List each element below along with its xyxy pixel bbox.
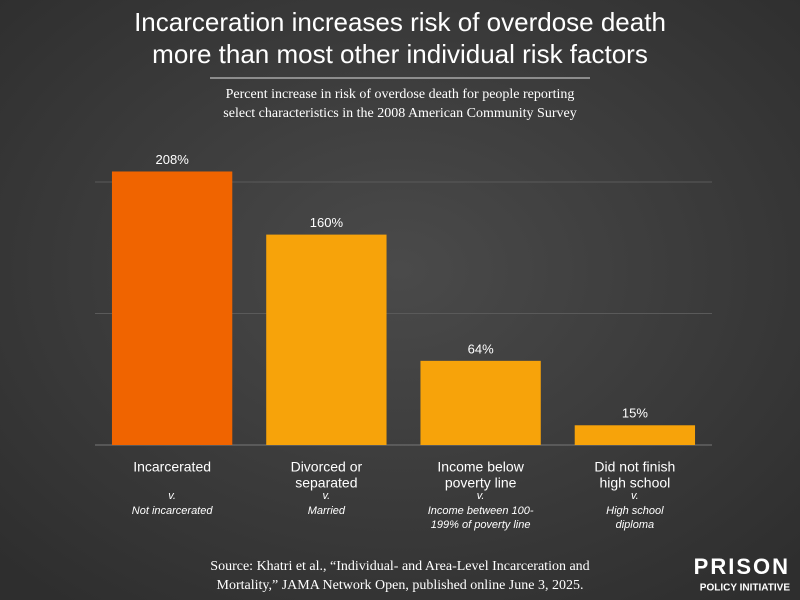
subtitle: select characteristics in the 2008 Ameri…	[223, 106, 576, 121]
x-tick-label: high school	[599, 475, 670, 491]
comparison-label: Income between 100-	[428, 505, 534, 517]
value-label: 64%	[468, 341, 494, 356]
bar	[574, 425, 696, 445]
bar	[111, 171, 233, 446]
value-label: 208%	[156, 152, 190, 167]
x-tick-label: Divorced or	[291, 459, 363, 475]
source: Source: Khatri et al., “Individual- and …	[210, 559, 589, 574]
source: Mortality,” JAMA Network Open, published…	[217, 578, 584, 593]
comparison-prefix: v.	[323, 490, 331, 502]
bar	[266, 234, 387, 445]
comparison-label: diploma	[616, 519, 655, 531]
comparison-prefix: v.	[477, 490, 485, 502]
comparison-label: Not incarcerated	[132, 505, 214, 517]
bar	[420, 360, 541, 445]
comparison-label: 199% of poverty line	[431, 519, 531, 531]
subtitle: Percent increase in risk of overdose dea…	[226, 87, 575, 102]
x-tick-label: Incarcerated	[133, 459, 211, 475]
comparison-label: Married	[308, 505, 346, 517]
comparison-label: High school	[606, 505, 664, 517]
chart-title: Incarceration increases risk of overdose…	[134, 7, 666, 37]
logo: PRISON	[694, 554, 790, 579]
chart-title: more than most other individual risk fac…	[152, 39, 648, 69]
comparison-prefix: v.	[168, 490, 176, 502]
comparison-prefix: v.	[631, 490, 639, 502]
x-tick-label: separated	[295, 475, 357, 491]
logo: POLICY INITIATIVE	[700, 583, 791, 594]
x-tick-label: Income below	[437, 459, 524, 475]
x-tick-label: poverty line	[445, 475, 517, 491]
value-label: 160%	[310, 215, 344, 230]
x-tick-label: Did not finish	[594, 459, 675, 475]
value-label: 15%	[622, 406, 648, 421]
